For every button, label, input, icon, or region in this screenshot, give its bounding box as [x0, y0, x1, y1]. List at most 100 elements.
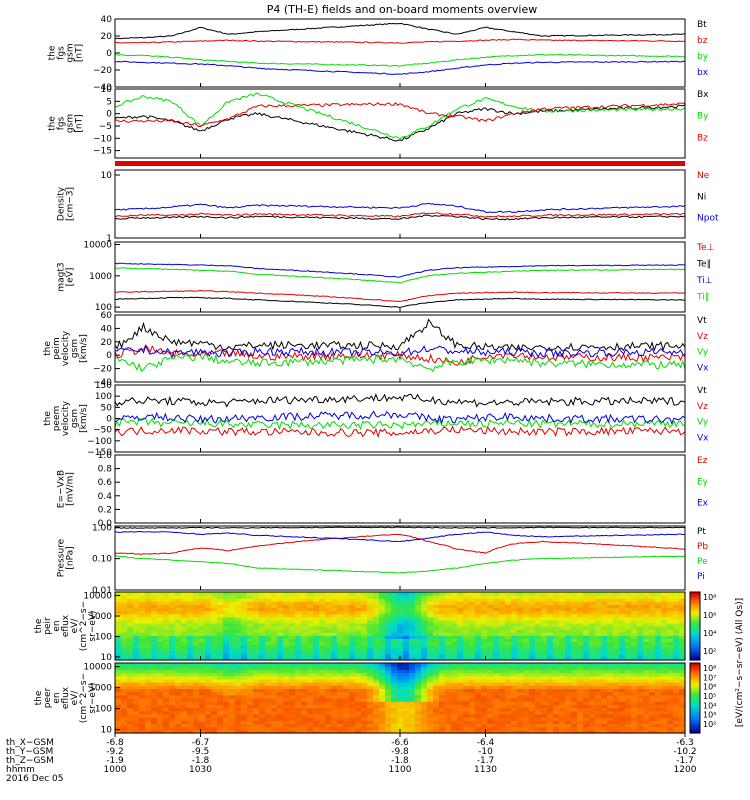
spectrogram-cell [505, 632, 512, 636]
spectrogram-cell [337, 682, 344, 686]
spectrogram-cell [583, 685, 590, 690]
spectrogram-cell [583, 704, 590, 709]
spectrogram-cell [529, 616, 536, 621]
spectrogram-cell [361, 678, 368, 683]
spectrogram-cell [301, 641, 308, 646]
spectrogram-cell [679, 644, 686, 649]
spectrogram-cell [529, 641, 536, 646]
spectrogram-cell [187, 647, 194, 652]
spectrogram-cell [409, 644, 416, 649]
spectrogram-cell [283, 717, 290, 721]
orbit-value: -6.6 [391, 738, 409, 748]
spectrogram-cell [667, 595, 674, 599]
spectrogram-cell [295, 710, 302, 715]
spectrogram-cell [247, 729, 254, 734]
spectrogram-cell [469, 598, 476, 602]
spectrogram-cell [487, 638, 494, 643]
spectrogram-cell [679, 638, 686, 643]
spectrogram-cell [517, 650, 524, 655]
spectrogram-cell [355, 644, 362, 649]
spectrogram-cell [253, 710, 260, 715]
spectrogram-cell [133, 663, 140, 667]
legend-label: Ti∥ [696, 293, 709, 303]
spectrogram-cell [139, 632, 146, 636]
spectrogram-cell [193, 698, 200, 702]
spectrogram-cell [319, 723, 326, 728]
spectrogram-cell [595, 616, 602, 621]
spectrogram-cell [673, 663, 680, 667]
spectrogram-cell [469, 717, 476, 721]
spectrogram-cell [199, 717, 206, 721]
y-axis-label: Density [cm−3] [57, 186, 76, 221]
spectrogram-cell [559, 616, 566, 621]
spectrogram-cell [265, 685, 272, 690]
spectrogram-cell [115, 682, 122, 686]
spectrogram-cell [679, 656, 686, 661]
spectrogram-cell [607, 604, 614, 609]
spectrogram-cell [139, 717, 146, 721]
spectrogram-cell [265, 650, 272, 655]
spectrogram-cell [193, 650, 200, 655]
spectrogram-cell [247, 688, 254, 693]
spectrogram-cell [175, 598, 182, 602]
spectrogram-cell [157, 666, 164, 670]
spectrogram-cell [625, 685, 632, 690]
spectrogram-cell [577, 641, 584, 646]
spectrogram-cell [487, 647, 494, 652]
spectrogram-cell [655, 632, 662, 636]
spectrogram-cell [217, 729, 224, 734]
colorbar-cell [690, 646, 700, 650]
spectrogram-cell [235, 635, 242, 639]
spectrogram-cell [559, 717, 566, 721]
spectrogram-cell [499, 720, 506, 725]
spectrogram-cell [409, 619, 416, 624]
spectrogram-cell [331, 682, 338, 686]
spectrogram-cell [667, 613, 674, 618]
spectrogram-cell [607, 666, 614, 670]
spectrogram-cell [649, 644, 656, 649]
spectrogram-cell [457, 632, 464, 636]
spectrogram-cell [223, 616, 230, 621]
spectrogram-cell [559, 647, 566, 652]
spectrogram-cell [403, 638, 410, 643]
spectrogram-cell [553, 607, 560, 612]
spectrogram-cell [325, 694, 332, 699]
spectrogram-cell [139, 720, 146, 725]
spectrogram-cell [163, 669, 170, 674]
spectrogram-cell [451, 685, 458, 690]
spectrogram-cell [331, 607, 338, 612]
spectrogram-cell [205, 701, 212, 705]
spectrogram-cell [619, 701, 626, 705]
colorbar-cell [690, 616, 700, 620]
spectrogram-cell [223, 619, 230, 624]
spectrogram-cell [673, 653, 680, 658]
spectrogram-cell [475, 707, 482, 712]
spectrogram-cell [325, 644, 332, 649]
spectrogram-cell [433, 717, 440, 721]
spectrogram-cell [307, 638, 314, 643]
spectrogram-cell [409, 701, 416, 705]
spectrogram-cell [157, 647, 164, 652]
spectrogram-cell [439, 604, 446, 609]
spectrogram-cell [571, 635, 578, 639]
spectrogram-cell [541, 694, 548, 699]
spectrogram-cell [469, 713, 476, 718]
spectrogram-cell [127, 616, 134, 621]
spectrogram-cell [361, 707, 368, 712]
spectrogram-cell [601, 607, 608, 612]
spectrogram-cell [613, 604, 620, 609]
spectrogram-cell [181, 672, 188, 677]
spectrogram-cell [553, 698, 560, 702]
spectrogram-cell [679, 729, 686, 734]
spectrogram-cell [313, 601, 320, 605]
spectrogram-cell [367, 678, 374, 683]
spectrogram-cell [523, 616, 530, 621]
spectrogram-cell [283, 710, 290, 715]
spectrogram-cell [127, 592, 134, 596]
y-tick-label: 0 [106, 49, 112, 59]
spectrogram-cell [607, 641, 614, 646]
spectrogram-cell [643, 713, 650, 718]
spectrogram-cell [343, 650, 350, 655]
spectrogram-cell [511, 635, 518, 639]
